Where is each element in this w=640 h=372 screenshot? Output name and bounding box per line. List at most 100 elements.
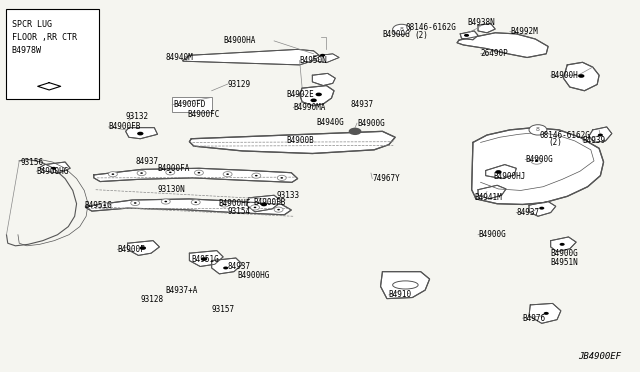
Polygon shape xyxy=(314,54,339,62)
Circle shape xyxy=(195,170,204,175)
Text: FLOOR ,RR CTR: FLOOR ,RR CTR xyxy=(12,33,77,42)
Text: B4902E: B4902E xyxy=(287,90,315,99)
Circle shape xyxy=(349,128,362,135)
Circle shape xyxy=(103,205,106,206)
Polygon shape xyxy=(563,62,599,91)
Circle shape xyxy=(51,167,56,170)
Circle shape xyxy=(316,93,322,96)
Polygon shape xyxy=(40,162,70,173)
Polygon shape xyxy=(589,127,612,142)
Text: B4978W: B4978W xyxy=(12,46,42,55)
Circle shape xyxy=(578,74,584,78)
Text: B4992M: B4992M xyxy=(510,27,538,36)
Circle shape xyxy=(393,24,410,35)
Polygon shape xyxy=(94,168,298,182)
Text: B4951N: B4951N xyxy=(550,258,579,267)
Circle shape xyxy=(464,34,469,37)
Text: B4900G: B4900G xyxy=(550,249,579,258)
Text: 84937: 84937 xyxy=(351,100,374,109)
Polygon shape xyxy=(486,164,516,179)
Text: B4910: B4910 xyxy=(389,291,412,299)
Text: B4937+A: B4937+A xyxy=(166,286,198,295)
Polygon shape xyxy=(246,195,282,212)
Text: B4900G: B4900G xyxy=(525,155,553,164)
Polygon shape xyxy=(125,128,157,139)
Circle shape xyxy=(495,170,502,174)
Circle shape xyxy=(223,204,226,205)
Text: B4900FB: B4900FB xyxy=(253,198,285,207)
Circle shape xyxy=(195,202,197,203)
Text: 84937: 84937 xyxy=(135,157,158,166)
Circle shape xyxy=(201,257,207,261)
Text: 93157: 93157 xyxy=(212,305,235,314)
Polygon shape xyxy=(189,131,395,154)
Text: B4900HF: B4900HF xyxy=(218,199,250,208)
Circle shape xyxy=(220,202,229,207)
Text: 93130N: 93130N xyxy=(157,185,185,194)
Circle shape xyxy=(131,201,140,206)
Circle shape xyxy=(198,172,200,173)
Circle shape xyxy=(164,201,167,202)
Text: B4941M: B4941M xyxy=(474,193,502,202)
Text: 8: 8 xyxy=(399,27,403,32)
Circle shape xyxy=(559,243,564,246)
Polygon shape xyxy=(478,185,506,199)
FancyBboxPatch shape xyxy=(6,9,99,99)
Circle shape xyxy=(108,171,117,177)
Polygon shape xyxy=(381,272,429,299)
Text: B4990MA: B4990MA xyxy=(293,103,326,112)
Text: B4900B: B4900B xyxy=(287,137,315,145)
Ellipse shape xyxy=(393,281,418,289)
Circle shape xyxy=(255,175,258,176)
Circle shape xyxy=(140,172,143,174)
Circle shape xyxy=(274,207,283,212)
Circle shape xyxy=(137,132,143,135)
Circle shape xyxy=(252,173,260,178)
Text: B4900FC: B4900FC xyxy=(188,109,220,119)
Polygon shape xyxy=(457,33,548,58)
Polygon shape xyxy=(529,202,556,216)
Text: B4900HG: B4900HG xyxy=(237,271,269,280)
Circle shape xyxy=(250,205,259,210)
Circle shape xyxy=(166,170,175,175)
Text: B4900HA: B4900HA xyxy=(223,36,255,45)
Circle shape xyxy=(310,99,317,102)
Text: B4900FA: B4900FA xyxy=(157,164,190,173)
Text: 84940M: 84940M xyxy=(166,53,193,62)
Text: 8: 8 xyxy=(536,127,540,132)
Polygon shape xyxy=(472,128,604,205)
Circle shape xyxy=(227,173,229,175)
Text: 08146-6162G: 08146-6162G xyxy=(405,23,456,32)
Circle shape xyxy=(598,134,603,137)
Text: B4900H: B4900H xyxy=(550,71,579,80)
Circle shape xyxy=(535,160,538,162)
Polygon shape xyxy=(478,23,495,33)
Text: B4900HG: B4900HG xyxy=(36,167,69,176)
Circle shape xyxy=(320,54,325,57)
Circle shape xyxy=(260,203,267,206)
Text: B4940G: B4940G xyxy=(317,118,344,127)
Bar xyxy=(172,97,212,112)
Text: B4900HJ: B4900HJ xyxy=(493,172,525,181)
Circle shape xyxy=(280,177,283,179)
Circle shape xyxy=(531,158,542,164)
Polygon shape xyxy=(460,31,478,40)
Text: JB4900EF: JB4900EF xyxy=(578,352,621,361)
Text: 93129: 93129 xyxy=(228,80,251,89)
Text: B4900FD: B4900FD xyxy=(173,100,206,109)
Text: B4900FB: B4900FB xyxy=(108,122,141,131)
Text: B4950N: B4950N xyxy=(300,56,327,65)
Circle shape xyxy=(140,246,146,250)
Text: B4951G: B4951G xyxy=(84,201,112,210)
Circle shape xyxy=(169,171,172,173)
Circle shape xyxy=(111,173,115,175)
Circle shape xyxy=(100,203,109,208)
Text: B4938N: B4938N xyxy=(468,18,495,27)
Polygon shape xyxy=(127,241,159,256)
Circle shape xyxy=(134,202,136,204)
Text: 26490P: 26490P xyxy=(481,49,508,58)
Text: B4951G: B4951G xyxy=(191,254,219,264)
Text: 84937: 84937 xyxy=(516,208,540,217)
Text: 93156: 93156 xyxy=(20,157,44,167)
Circle shape xyxy=(223,171,232,177)
